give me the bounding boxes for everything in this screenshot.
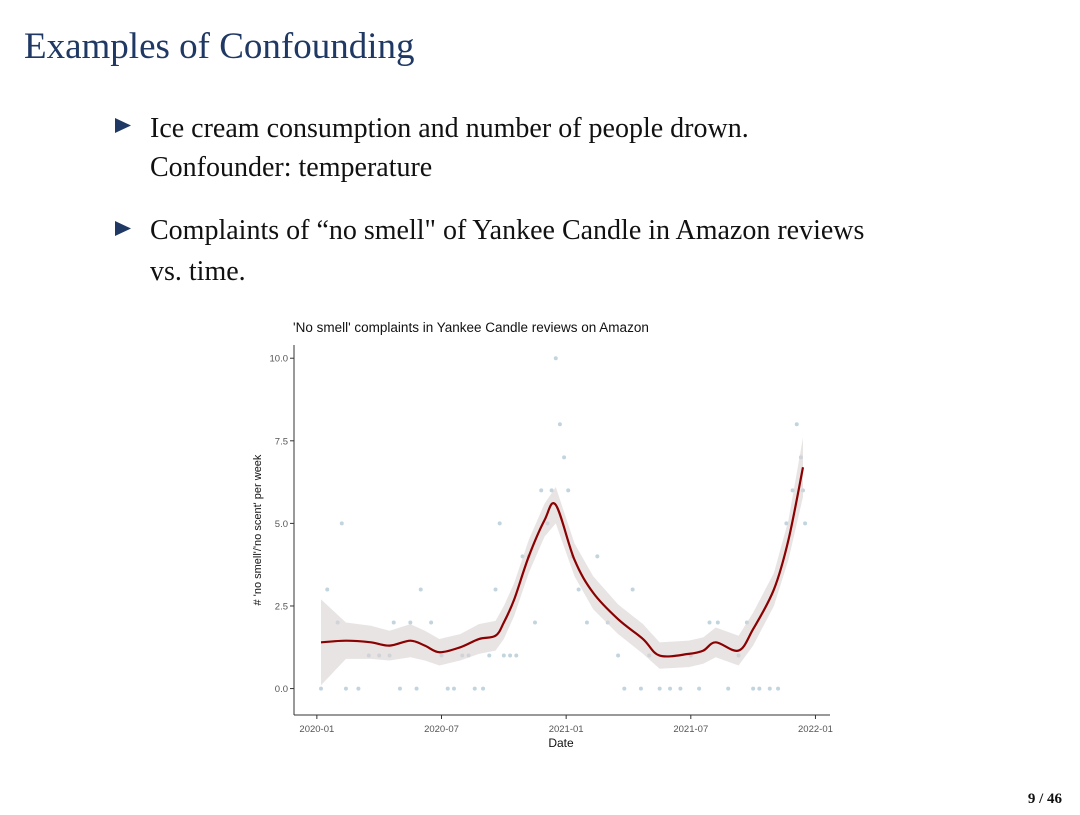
- data-point: [715, 620, 720, 625]
- data-point: [562, 455, 567, 460]
- data-point: [539, 488, 544, 493]
- data-point: [487, 653, 492, 658]
- data-point: [339, 521, 344, 526]
- data-point: [325, 587, 330, 592]
- data-point: [429, 620, 434, 625]
- x-tick-label: 2020-07: [424, 724, 459, 735]
- data-point: [414, 686, 419, 691]
- data-point: [557, 422, 562, 427]
- data-point: [776, 686, 781, 691]
- data-point: [757, 686, 762, 691]
- x-tick-label: 2022-01: [798, 724, 833, 735]
- bullet-marker: [115, 118, 131, 133]
- data-point: [595, 554, 600, 559]
- data-point: [630, 587, 635, 592]
- x-tick-label: 2020-01: [299, 724, 334, 735]
- data-point: [707, 620, 712, 625]
- data-point: [497, 521, 502, 526]
- data-point: [576, 587, 581, 592]
- data-point: [397, 686, 402, 691]
- y-axis-label: # 'no smell'/'no scent' per week: [252, 454, 264, 605]
- bullet-text: Complaints of “no smell" of Yankee Candl…: [150, 215, 864, 246]
- data-point: [408, 620, 413, 625]
- data-point: [493, 587, 498, 592]
- data-point: [616, 653, 621, 658]
- x-tick-label: 2021-01: [549, 724, 584, 735]
- data-point: [356, 686, 361, 691]
- data-point: [549, 488, 554, 493]
- data-point: [767, 686, 772, 691]
- x-axis-label: Date: [548, 736, 574, 750]
- x-tick-label: 2021-07: [673, 724, 708, 735]
- data-point: [508, 653, 513, 658]
- plot-area: 0.0 2.5 5.0 7.5 10.0 2020-01 2020-07 2021-01 202…: [270, 345, 833, 735]
- data-point: [501, 653, 506, 658]
- data-point: [445, 686, 450, 691]
- bullet-marker: [115, 221, 131, 236]
- data-point: [343, 686, 348, 691]
- data-point: [451, 686, 456, 691]
- data-point: [657, 686, 662, 691]
- data-point: [553, 356, 558, 361]
- data-point: [532, 620, 537, 625]
- data-point: [418, 587, 423, 592]
- smooth-line: [320, 467, 805, 658]
- bullet-text: vs. time.: [150, 256, 246, 287]
- data-point: [638, 686, 643, 691]
- data-point: [319, 686, 324, 691]
- data-point: [794, 422, 799, 427]
- bullet-text: Ice cream consumption and number of peop…: [150, 113, 749, 144]
- data-point: [622, 686, 627, 691]
- data-point: [391, 620, 396, 625]
- data-point: [726, 686, 731, 691]
- chart-title: 'No smell' complaints in Yankee Candle r…: [293, 320, 649, 335]
- data-point: [668, 686, 673, 691]
- y-tick-label: 5.0: [275, 519, 288, 530]
- data-point: [697, 686, 702, 691]
- data-point: [566, 488, 571, 493]
- data-point: [514, 653, 519, 658]
- data-point: [584, 620, 589, 625]
- y-tick-label: 7.5: [275, 436, 288, 447]
- data-point: [803, 521, 808, 526]
- data-point: [678, 686, 683, 691]
- bullet-text: Confounder: temperature: [150, 152, 432, 183]
- y-tick-label: 10.0: [270, 354, 289, 365]
- data-point: [472, 686, 477, 691]
- data-point: [751, 686, 756, 691]
- y-tick-label: 0.0: [275, 684, 288, 695]
- page-number: 9 / 46: [1028, 791, 1063, 807]
- slide-title: Examples of Confounding: [24, 26, 415, 67]
- y-tick-label: 2.5: [275, 601, 288, 612]
- data-point: [481, 686, 486, 691]
